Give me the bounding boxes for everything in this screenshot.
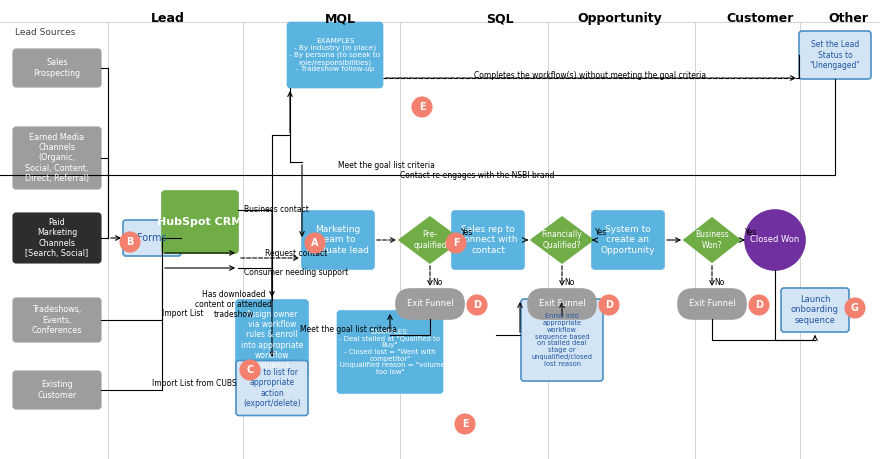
- FancyBboxPatch shape: [592, 211, 664, 269]
- FancyBboxPatch shape: [528, 289, 596, 319]
- FancyBboxPatch shape: [288, 22, 383, 88]
- Text: Completes the workflow(s) without meeting the goal criteria: Completes the workflow(s) without meetin…: [474, 72, 706, 80]
- Text: Import List from CUBS: Import List from CUBS: [152, 379, 237, 388]
- Text: System to
create an
Opportunity: System to create an Opportunity: [601, 225, 656, 255]
- Text: C: C: [246, 365, 253, 375]
- Text: E: E: [419, 102, 425, 112]
- Text: F: F: [452, 238, 459, 248]
- FancyBboxPatch shape: [13, 371, 101, 409]
- Text: Assign owner
via workflow
rules & enroll
into appropriate
workflow
sequence: Assign owner via workflow rules & enroll…: [241, 310, 304, 369]
- Circle shape: [467, 295, 487, 315]
- FancyBboxPatch shape: [452, 211, 524, 269]
- Text: B: B: [127, 237, 134, 247]
- Text: D: D: [605, 300, 613, 310]
- Text: Lead: Lead: [151, 12, 185, 25]
- Text: Import List: Import List: [162, 309, 203, 318]
- Text: Earned Media
Channels
(Organic,
Social, Content,
Direct, Referral): Earned Media Channels (Organic, Social, …: [25, 134, 89, 183]
- Text: Sales
Prospecting: Sales Prospecting: [33, 58, 81, 78]
- Text: Has downloaded
content or attended
tradeshow: Has downloaded content or attended trade…: [195, 290, 272, 319]
- Text: No: No: [432, 278, 443, 287]
- Text: Marketing
team to
evaluate lead: Marketing team to evaluate lead: [307, 225, 369, 255]
- Circle shape: [120, 232, 140, 252]
- FancyBboxPatch shape: [162, 191, 238, 253]
- FancyBboxPatch shape: [236, 360, 308, 415]
- Text: No: No: [714, 278, 724, 287]
- Text: Sales rep to
connect with
contact: Sales rep to connect with contact: [458, 225, 517, 255]
- Circle shape: [240, 360, 260, 380]
- Text: Set the Lead
Status to
"Unengaged": Set the Lead Status to "Unengaged": [810, 40, 861, 70]
- Text: Exit Funnel: Exit Funnel: [539, 300, 585, 308]
- Text: HubSpot CRM: HubSpot CRM: [158, 217, 243, 227]
- FancyBboxPatch shape: [302, 211, 374, 269]
- Text: Request contact: Request contact: [265, 249, 327, 258]
- Text: EXAMPLES:
- Deal stalled at "Qualified to
Buy"
- Closed lost = "Went with
compet: EXAMPLES: - Deal stalled at "Qualified t…: [335, 329, 445, 375]
- FancyBboxPatch shape: [396, 289, 464, 319]
- Circle shape: [305, 233, 325, 253]
- FancyBboxPatch shape: [678, 289, 746, 319]
- Text: Yes: Yes: [461, 228, 473, 237]
- Circle shape: [446, 233, 466, 253]
- Text: E: E: [462, 419, 468, 429]
- FancyBboxPatch shape: [521, 299, 603, 381]
- FancyBboxPatch shape: [236, 300, 308, 380]
- Text: Opportunity: Opportunity: [577, 12, 663, 25]
- Text: Tradeshows,
Events,
Conferences: Tradeshows, Events, Conferences: [32, 305, 82, 335]
- Text: SQL: SQL: [486, 12, 514, 25]
- FancyBboxPatch shape: [123, 220, 181, 256]
- Text: Business
Won?: Business Won?: [695, 230, 729, 250]
- FancyBboxPatch shape: [799, 31, 871, 79]
- Circle shape: [745, 210, 805, 270]
- Text: Exit Funnel: Exit Funnel: [689, 300, 736, 308]
- Text: No: No: [564, 278, 575, 287]
- Text: Meet the goal list criteria: Meet the goal list criteria: [300, 325, 397, 335]
- FancyBboxPatch shape: [13, 127, 101, 189]
- FancyBboxPatch shape: [781, 288, 849, 332]
- Circle shape: [749, 295, 769, 315]
- Text: D: D: [755, 300, 763, 310]
- Text: Forms: Forms: [137, 233, 167, 243]
- Text: Launch
onboarding
sequence: Launch onboarding sequence: [791, 296, 839, 325]
- Text: Closed Won: Closed Won: [751, 235, 800, 245]
- Circle shape: [599, 295, 619, 315]
- FancyBboxPatch shape: [13, 213, 101, 263]
- Polygon shape: [684, 218, 740, 262]
- Text: Consumer needing support: Consumer needing support: [244, 268, 348, 277]
- Text: Yes: Yes: [595, 228, 607, 237]
- Text: Yes: Yes: [745, 228, 758, 237]
- FancyBboxPatch shape: [338, 311, 443, 393]
- Text: MQL: MQL: [325, 12, 356, 25]
- Text: Financially
Qualified?: Financially Qualified?: [541, 230, 583, 250]
- Text: A: A: [312, 238, 319, 248]
- Circle shape: [455, 414, 475, 434]
- Text: Exit Funnel: Exit Funnel: [407, 300, 453, 308]
- Text: G: G: [851, 303, 859, 313]
- Text: Customer: Customer: [726, 12, 794, 25]
- Text: Contact re-engages with the NSBI brand: Contact re-engages with the NSBI brand: [400, 170, 554, 179]
- Circle shape: [845, 298, 865, 318]
- Text: Business contact: Business contact: [244, 205, 309, 214]
- Circle shape: [412, 97, 432, 117]
- Polygon shape: [399, 217, 461, 263]
- Text: Pre-
qualified: Pre- qualified: [414, 230, 447, 250]
- Text: Meet the goal list criteria: Meet the goal list criteria: [338, 161, 435, 169]
- Text: Paid
Marketing
Channels
[Search, Social]: Paid Marketing Channels [Search, Social]: [26, 218, 89, 257]
- Polygon shape: [531, 217, 593, 263]
- FancyBboxPatch shape: [13, 298, 101, 342]
- Text: EXAMPLES
- By industry (in place)
- By persona (to speak to
role/responsibilitie: EXAMPLES - By industry (in place) - By p…: [290, 38, 380, 72]
- Text: Enroll into
appropriate
workflow
sequence based
on stalled deal
stage or
unquali: Enroll into appropriate workflow sequenc…: [532, 313, 592, 367]
- Text: Existing
Customer: Existing Customer: [37, 381, 77, 399]
- Text: Lead Sources: Lead Sources: [15, 28, 76, 37]
- FancyBboxPatch shape: [13, 49, 101, 87]
- Text: Other: Other: [828, 12, 868, 25]
- Text: D: D: [473, 300, 481, 310]
- Text: Add to list for
appropriate
action
(export/delete): Add to list for appropriate action (expo…: [243, 369, 301, 408]
